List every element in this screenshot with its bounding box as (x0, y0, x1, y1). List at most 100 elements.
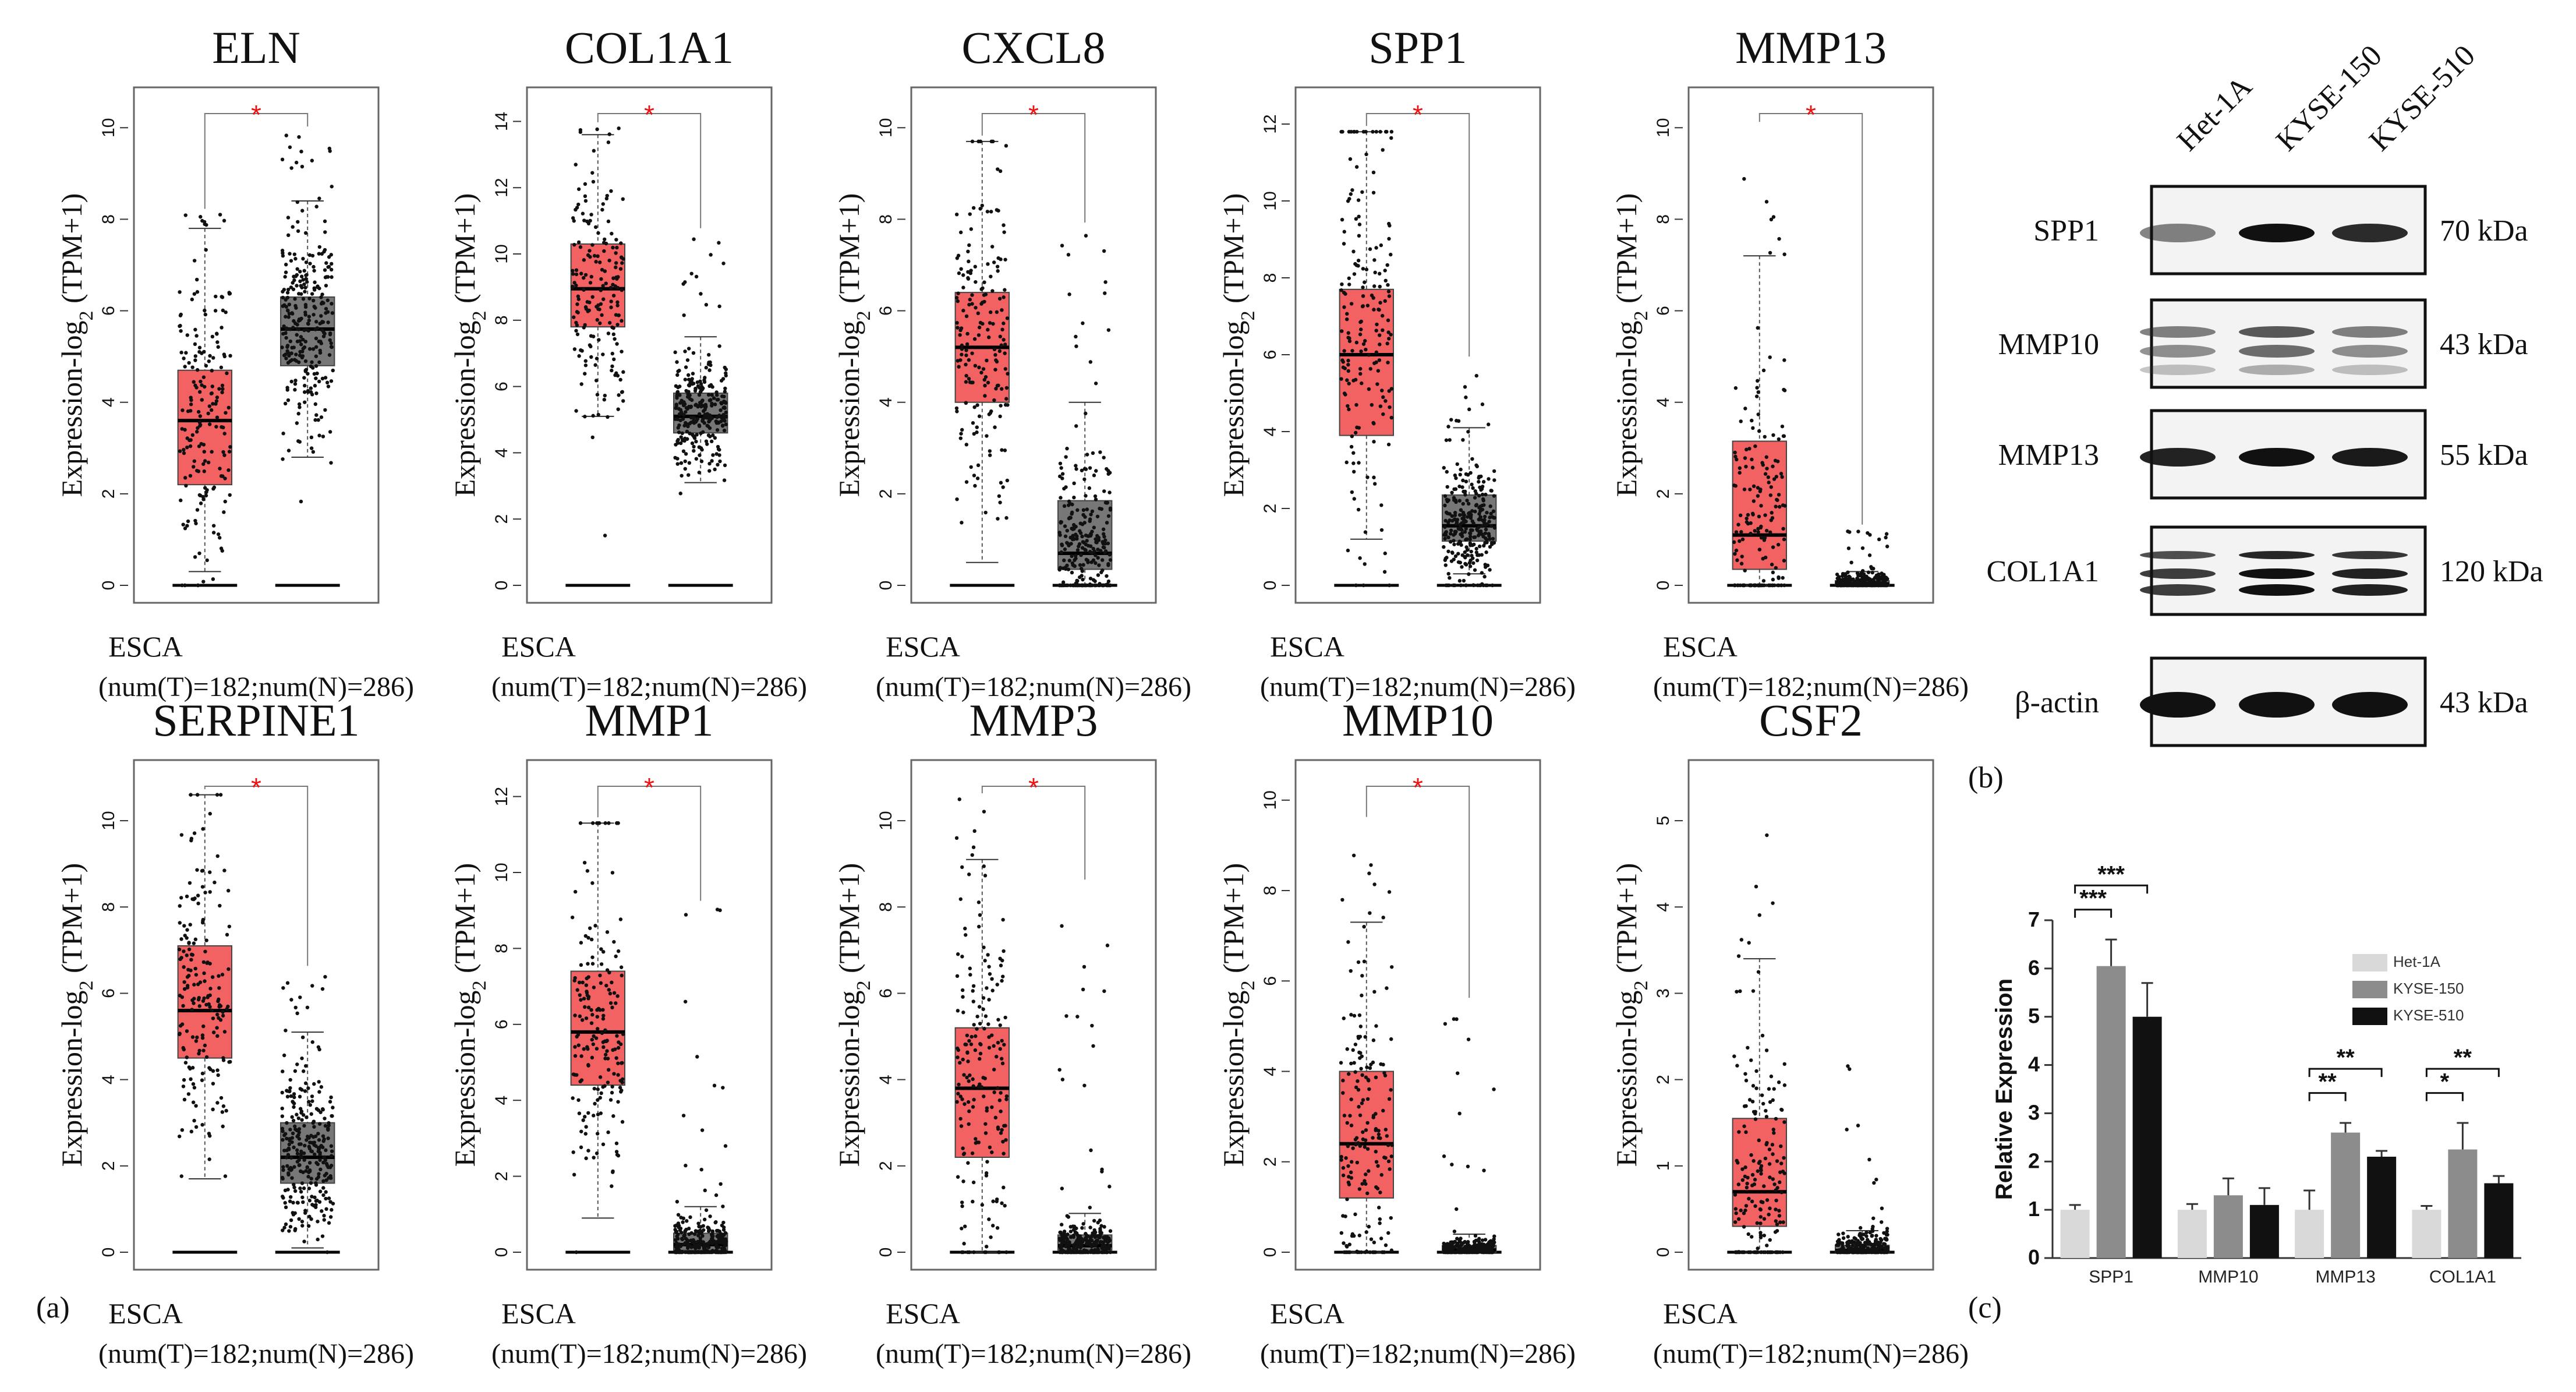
data-point (1485, 540, 1489, 545)
data-point (585, 869, 590, 873)
data-point (955, 1100, 959, 1104)
data-point (217, 986, 221, 990)
data-point (280, 157, 285, 162)
plot-frame (526, 759, 773, 1271)
data-point (1340, 282, 1344, 287)
data-point (1106, 562, 1110, 566)
data-point (1088, 1206, 1092, 1210)
data-point (1768, 1175, 1772, 1179)
plot-frame (910, 86, 1157, 604)
data-point (1443, 1247, 1448, 1251)
data-point (995, 1197, 999, 1202)
data-point (1101, 527, 1106, 531)
data-point (1364, 1249, 1369, 1253)
data-point (619, 241, 623, 245)
data-point (1753, 1178, 1757, 1182)
data-point (606, 219, 611, 224)
data-point (1876, 583, 1880, 588)
significance-star: * (644, 772, 654, 803)
data-point (719, 401, 723, 405)
data-point (1360, 1054, 1364, 1058)
data-point (299, 354, 304, 358)
data-point (307, 1199, 312, 1203)
data-point (983, 394, 987, 398)
data-point (292, 1182, 296, 1187)
data-point (610, 1184, 614, 1188)
data-point (1446, 425, 1450, 429)
data-point (621, 399, 625, 403)
data-point (227, 1060, 231, 1064)
data-point (1467, 561, 1472, 565)
data-point (330, 345, 334, 349)
data-point (1373, 270, 1377, 275)
data-point (674, 402, 678, 407)
data-point (606, 1057, 610, 1061)
data-point (590, 1055, 595, 1060)
data-point (211, 1107, 215, 1112)
data-point (997, 349, 1002, 354)
data-point (1754, 1086, 1758, 1090)
data-point (1367, 1169, 1371, 1173)
data-point (1359, 327, 1363, 331)
data-point (683, 280, 687, 284)
data-point (322, 1218, 326, 1222)
data-point (1389, 1088, 1393, 1092)
data-point (1371, 296, 1375, 300)
y-tick-label: 8 (492, 944, 511, 953)
data-point (281, 1228, 285, 1232)
data-point (1735, 558, 1739, 563)
data-point (1071, 1246, 1075, 1250)
data-point (317, 252, 321, 256)
data-point (314, 364, 319, 368)
data-point (580, 1018, 585, 1022)
data-point (1342, 229, 1346, 234)
data-point (968, 1073, 972, 1077)
data-point (280, 1195, 285, 1199)
data-point (1075, 1015, 1080, 1019)
data-point (1455, 1207, 1459, 1211)
data-point (1074, 424, 1078, 428)
data-point (989, 310, 993, 315)
data-point (285, 1089, 289, 1093)
data-point (1345, 1197, 1349, 1202)
data-point (1753, 1204, 1757, 1208)
data-point (1100, 1167, 1104, 1172)
data-point (720, 394, 724, 398)
data-point (967, 1079, 971, 1083)
data-point (989, 274, 993, 278)
data-point (961, 285, 965, 289)
data-point (576, 297, 581, 301)
data-point (1452, 533, 1456, 537)
data-point (303, 310, 307, 315)
data-point (1859, 578, 1863, 582)
data-point (187, 941, 191, 945)
data-point (1734, 1250, 1739, 1255)
data-point (303, 289, 307, 294)
data-point (221, 1013, 225, 1018)
data-point (594, 260, 598, 264)
data-point (977, 1005, 982, 1009)
data-point (329, 1144, 334, 1148)
data-point (1742, 487, 1747, 492)
data-point (1068, 583, 1073, 588)
data-point (1482, 503, 1486, 507)
data-point (322, 1137, 326, 1142)
data-point (1378, 284, 1382, 289)
data-point (1060, 476, 1064, 481)
data-point (572, 1172, 576, 1177)
data-point (683, 999, 688, 1004)
data-point (1740, 1178, 1745, 1182)
data-point (1758, 1207, 1763, 1211)
data-point (579, 382, 583, 386)
data-point (1374, 1185, 1378, 1189)
data-point (1347, 339, 1352, 343)
data-point (586, 997, 590, 1001)
x-axis-label: ESCA (886, 1297, 960, 1330)
data-point (614, 1150, 619, 1154)
data-point (1453, 473, 1457, 478)
data-point (996, 256, 1000, 260)
data-point (1460, 485, 1464, 489)
data-point (1868, 533, 1872, 537)
data-point (215, 1026, 219, 1030)
